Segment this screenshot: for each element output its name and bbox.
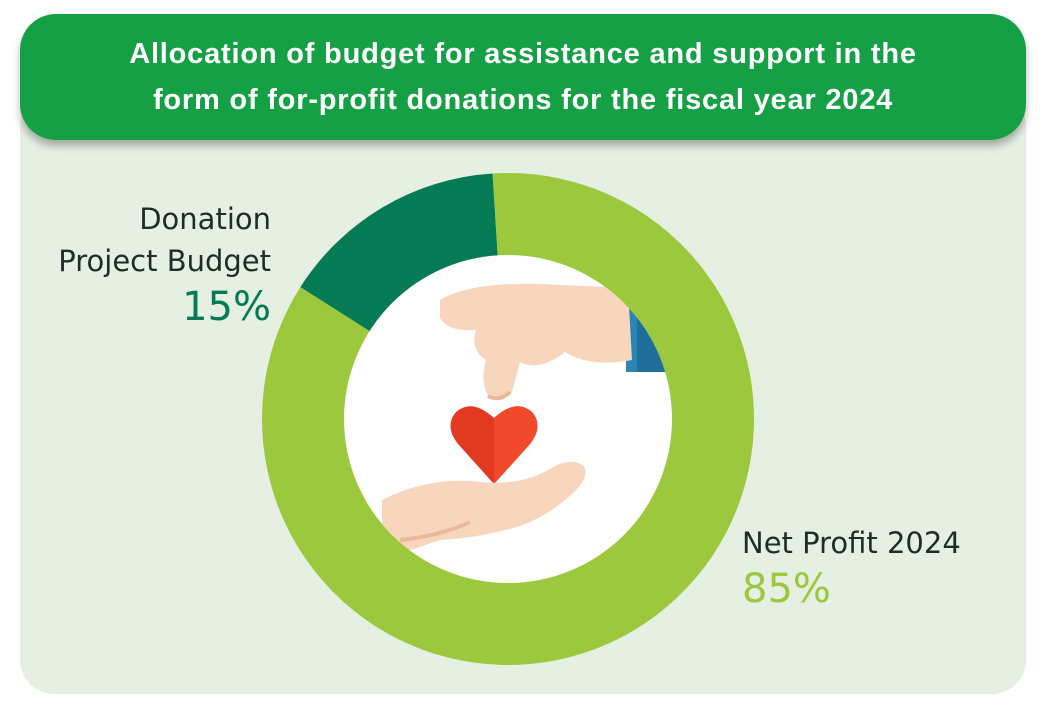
title-banner: Allocation of budget for assistance and … [20,14,1026,140]
net-profit-percent: 85% [742,566,831,612]
donation-label-line-1: Donation [139,202,271,236]
donation-percent: 15% [182,284,271,330]
chart-title-line-2: form of for-profit donations for the fis… [152,84,894,116]
donation-label-line-2: Project Budget [58,244,271,278]
label-net-profit-2024: Net Profit 2024 85% [742,522,961,614]
label-donation-project-budget: Donation Project Budget 15% [58,198,271,332]
net-profit-label-line-1: Net Profit 2024 [742,526,961,560]
chart-title-line-1: Allocation of budget for assistance and … [129,38,917,70]
